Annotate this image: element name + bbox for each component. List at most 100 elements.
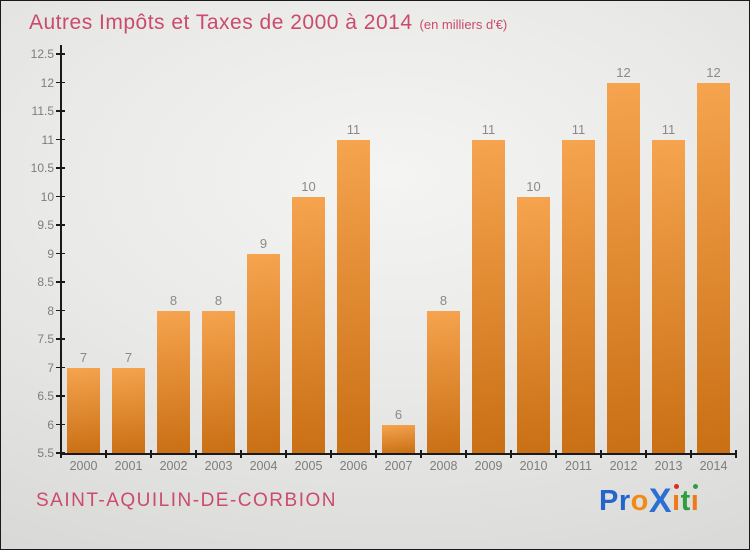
bar-2003 xyxy=(202,310,235,453)
y-axis-label: 8 xyxy=(47,303,54,318)
y-axis-line xyxy=(60,45,62,454)
bar-value-label: 12 xyxy=(706,64,721,80)
x-axis-tick xyxy=(150,450,152,458)
x-axis-label-2008: 2008 xyxy=(429,459,458,473)
y-axis-label: 11 xyxy=(41,132,54,147)
y-axis-tick xyxy=(56,423,65,426)
title-row: Autres Impôts et Taxes de 2000 à 2014 (en… xyxy=(29,11,507,35)
logo-letter-dot xyxy=(673,484,679,489)
x-axis-label-2013: 2013 xyxy=(654,459,683,473)
x-axis-label-2006: 2006 xyxy=(339,459,368,473)
y-axis-label: 10 xyxy=(40,189,54,204)
bar-value-label: 11 xyxy=(346,121,361,137)
y-axis-tick xyxy=(56,395,65,397)
bar-value-label: 11 xyxy=(661,121,676,137)
y-axis-tick xyxy=(56,195,65,198)
plot-area: 7 7 8 8 9 10 11 6 8 11 10 11 12 11 12 xyxy=(61,54,736,453)
x-axis-label-2011: 2011 xyxy=(565,459,592,473)
footer-city-name: SAINT-AQUILIN-DE-CORBION xyxy=(36,490,337,511)
logo-letter: ı xyxy=(690,484,700,517)
proxiti-logo[interactable]: ProXı tı xyxy=(599,482,700,520)
x-axis-label-2012: 2012 xyxy=(609,459,638,473)
x-axis-label-2003: 2003 xyxy=(204,459,233,473)
bar-value-label: 8 xyxy=(439,292,448,308)
bar-value-label: 8 xyxy=(214,292,223,308)
x-axis-label-2004: 2004 xyxy=(249,459,278,473)
bar-value-label: 11 xyxy=(571,121,586,137)
bar-value-label: 10 xyxy=(301,178,316,194)
y-axis-tick xyxy=(56,110,65,112)
y-axis-label: 10.5 xyxy=(30,161,54,175)
x-axis-label-2001: 2001 xyxy=(114,459,143,473)
x-axis-label-2010: 2010 xyxy=(519,459,548,473)
x-axis-tick xyxy=(645,450,647,458)
bar-2005 xyxy=(292,196,325,453)
bar-value-label: 7 xyxy=(79,349,88,365)
x-axis-tick xyxy=(420,450,422,458)
y-axis-label: 12.5 xyxy=(30,47,54,61)
x-axis-tick xyxy=(690,450,692,458)
x-axis-tick xyxy=(465,450,467,458)
x-axis-label-2007: 2007 xyxy=(384,459,413,473)
x-axis-tick xyxy=(240,450,242,458)
x-axis-tick xyxy=(285,450,287,458)
bar-2013 xyxy=(652,139,685,453)
y-axis-label: 9 xyxy=(47,246,54,261)
bar-value-label: 6 xyxy=(394,406,403,422)
bar-2001 xyxy=(112,367,145,453)
x-axis-tick xyxy=(60,450,62,458)
y-axis-tick xyxy=(56,309,65,312)
bar-2006 xyxy=(337,139,370,453)
x-axis-tick xyxy=(510,450,512,458)
x-axis-tick xyxy=(600,450,602,458)
x-axis-label-2000: 2000 xyxy=(69,459,98,473)
y-axis-tick xyxy=(56,81,65,84)
y-axis-tick xyxy=(56,281,65,283)
logo-letter: ı xyxy=(672,484,681,517)
x-axis-label-2014: 2014 xyxy=(699,459,728,473)
y-axis-tick xyxy=(56,167,65,169)
bar-2010 xyxy=(517,196,550,453)
bar-value-label: 7 xyxy=(124,349,133,365)
bar-value-label: 9 xyxy=(259,235,268,251)
x-axis-tick xyxy=(555,450,557,458)
y-axis-tick xyxy=(56,138,65,141)
bar-2000 xyxy=(67,367,100,453)
x-axis-line xyxy=(60,453,737,455)
x-axis-label-2005: 2005 xyxy=(294,459,323,473)
y-axis-label: 7 xyxy=(47,360,54,375)
y-axis-label: 9.5 xyxy=(37,218,54,232)
y-axis-label: 11.5 xyxy=(31,104,54,118)
x-axis-label-2009: 2009 xyxy=(474,459,503,473)
y-axis-label: 6 xyxy=(47,417,54,432)
logo-letter: o xyxy=(630,485,649,517)
y-axis-label: 7.5 xyxy=(37,332,54,346)
logo-letter-dot xyxy=(692,484,698,489)
chart-subtitle: (en milliers d'€) xyxy=(419,17,508,32)
bar-2012 xyxy=(607,82,640,453)
bar-2008 xyxy=(427,310,460,453)
chart-title: Autres Impôts et Taxes de 2000 à 2014 xyxy=(29,11,413,34)
x-axis-tick xyxy=(375,450,377,458)
y-axis-tick xyxy=(56,452,65,454)
y-axis-tick xyxy=(56,338,65,340)
logo-letter: t xyxy=(680,485,691,517)
bar-value-label: 12 xyxy=(616,64,631,80)
y-axis-tick xyxy=(56,252,65,255)
x-axis-tick xyxy=(105,450,107,458)
y-axis-tick xyxy=(56,366,65,369)
bar-value-label: 10 xyxy=(526,178,541,194)
y-axis-tick xyxy=(56,224,65,226)
bar-value-label: 8 xyxy=(169,292,178,308)
bar-2014 xyxy=(697,82,730,453)
x-axis-tick xyxy=(330,450,332,458)
x-axis-tick xyxy=(195,450,197,458)
bar-2002 xyxy=(157,310,190,453)
logo-letter: P xyxy=(599,485,619,517)
y-axis-label: 6.5 xyxy=(37,389,54,403)
x-axis-tick xyxy=(735,450,737,458)
bar-2011 xyxy=(562,139,595,453)
y-axis-label: 5.5 xyxy=(37,446,54,460)
x-axis-label-2002: 2002 xyxy=(159,459,188,473)
y-axis-label: 12 xyxy=(40,75,54,90)
